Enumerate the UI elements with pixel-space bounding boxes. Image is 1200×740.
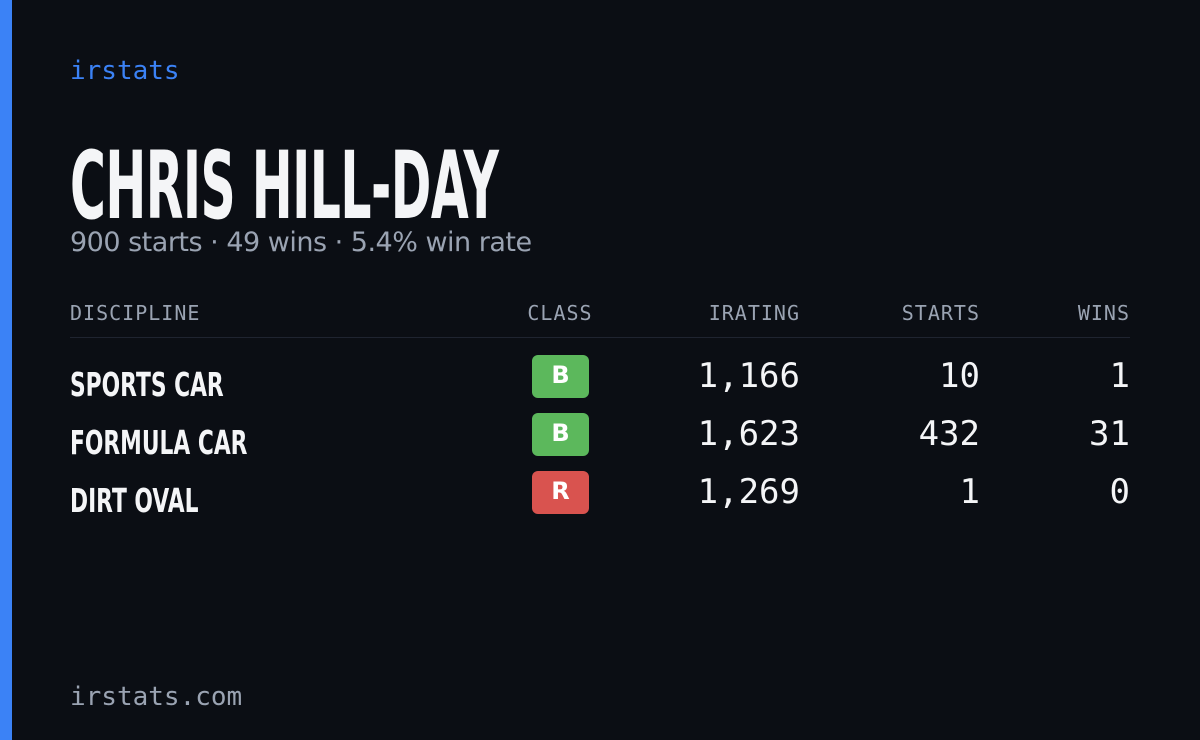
header-rule xyxy=(70,337,1130,338)
irating-value: 1,623 xyxy=(697,414,800,454)
footer: irstats.com xyxy=(70,682,243,712)
driver-name: CHRIS HILL-DAY xyxy=(70,132,499,241)
starts-value: 432 xyxy=(918,414,980,454)
starts-value: 10 xyxy=(939,356,980,396)
column-header: WINS xyxy=(1077,301,1130,325)
irating-value: 1,166 xyxy=(697,356,800,396)
column-header: IRATING xyxy=(708,301,800,325)
discipline: DIRT OVAL xyxy=(70,481,199,520)
discipline: FORMULA CAR xyxy=(70,423,248,462)
wins-value: 1 xyxy=(1109,356,1130,396)
discipline: SPORTS CAR xyxy=(70,365,224,404)
column-header: STARTS xyxy=(901,301,980,325)
brand: irstats xyxy=(70,56,180,86)
wins-value: 0 xyxy=(1109,472,1130,512)
class-badge: R xyxy=(532,471,589,514)
accent-bar xyxy=(0,0,12,740)
starts-value: 1 xyxy=(959,472,980,512)
irating-value: 1,269 xyxy=(697,472,800,512)
class-badge: B xyxy=(532,413,589,456)
column-header: CLASS xyxy=(527,301,593,325)
column-header: DISCIPLINE xyxy=(70,301,201,325)
wins-value: 31 xyxy=(1089,414,1130,454)
driver-summary: 900 starts · 49 wins · 5.4% win rate xyxy=(70,227,532,258)
class-badge: B xyxy=(532,355,589,398)
